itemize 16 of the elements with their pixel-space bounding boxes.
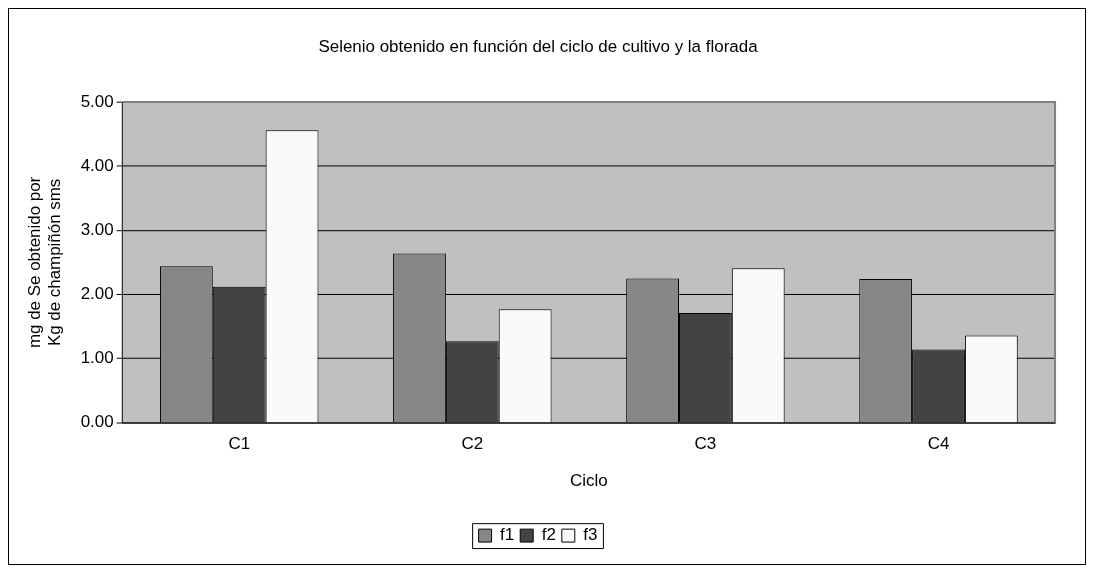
y-tick-label: 2.00 <box>80 284 114 304</box>
y-tick-label: 4.00 <box>80 155 114 175</box>
legend-label: f2 <box>541 525 556 545</box>
x-tick-label: C2 <box>461 433 484 453</box>
legend-label: f3 <box>583 525 598 545</box>
y-tick-label: 5.00 <box>80 91 114 111</box>
x-tick-label: C1 <box>228 433 251 453</box>
y-tick-label: 0.00 <box>80 412 114 432</box>
x-tick-label: C4 <box>927 433 950 453</box>
legend-label: f1 <box>500 525 515 545</box>
x-axis-title: Ciclo <box>570 470 608 490</box>
chart-title: Selenio obtenido en función del ciclo de cultivo y la florada <box>318 36 759 56</box>
x-tick-label: C3 <box>694 433 717 453</box>
y-tick-label: 3.00 <box>80 220 114 239</box>
y-tick-label: 1.00 <box>80 348 114 368</box>
y-axis-title: mg de Se obtenido por Kg de champiñón sms <box>24 176 65 349</box>
